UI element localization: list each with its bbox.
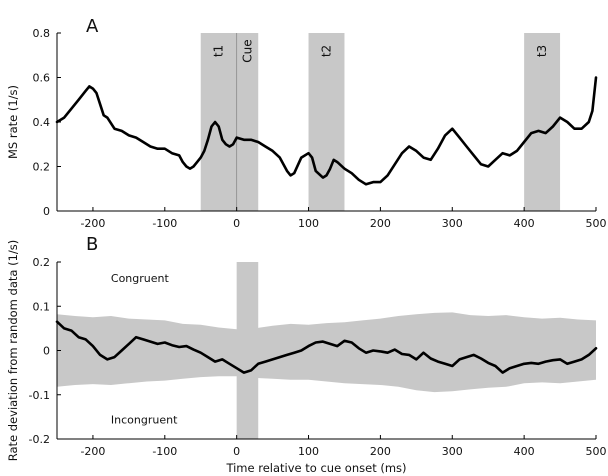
x-tick-label: 300 [442,445,463,458]
y-axis-label: MS rate (1/s) [6,85,20,159]
y-tick-label: 0.1 [33,300,51,313]
band-label: t1 [212,45,226,57]
time-window-band [236,262,259,439]
y-tick-label: -0.2 [29,433,50,446]
panel-b: -0.2 -0.1 0 0.1 0.2 -200 -100 0 100 200 300 400 500 C… [6,234,607,475]
panel-a: t1 Cue t2 t3 0 0.2 0.4 0.6 0.8 -200 -100 0 100 200 300… [6,16,607,230]
panel-letter: B [86,234,98,255]
x-tick-label: 200 [370,217,391,230]
x-tick-label: 500 [586,445,607,458]
incongruent-annotation: Incongruent [111,414,178,427]
band-label: t3 [535,45,549,57]
y-tick-label: 0.8 [33,27,51,40]
y-tick-label: 0 [43,345,50,358]
x-tick-label: 100 [298,445,319,458]
x-tick-label: 0 [233,445,240,458]
x-tick-label: 300 [442,217,463,230]
time-window-band [236,33,259,211]
confidence-envelope [57,312,596,393]
x-tick-label: 500 [586,217,607,230]
congruent-annotation: Congruent [111,272,170,285]
panel-letter: A [86,16,99,37]
y-tick-label: 0.2 [33,161,51,174]
series-line [55,320,598,374]
x-tick-label: -200 [80,445,105,458]
x-tick-label: 400 [514,445,535,458]
x-tick-label: -100 [152,217,177,230]
x-tick-label: 200 [370,445,391,458]
x-tick-label: 0 [233,217,240,230]
time-window-band [200,33,237,211]
y-tick-label: 0.6 [33,72,51,85]
x-tick-label: 400 [514,217,535,230]
y-tick-label: 0.4 [33,116,51,129]
x-tick-label: -200 [80,217,105,230]
y-axis-label: Rate deviation from random data (1/s) [6,240,20,462]
series-line [55,76,598,186]
time-window-band [524,33,561,211]
time-window-band [308,33,345,211]
x-tick-label: -100 [152,445,177,458]
band-label: Cue [240,39,254,62]
y-tick-label: 0.2 [33,256,51,269]
y-tick-label: -0.1 [29,389,50,402]
x-axis-label: Time relative to cue onset (ms) [225,461,406,475]
band-label: t2 [320,45,334,57]
x-tick-label: 100 [298,217,319,230]
y-tick-label: 0 [43,205,50,218]
